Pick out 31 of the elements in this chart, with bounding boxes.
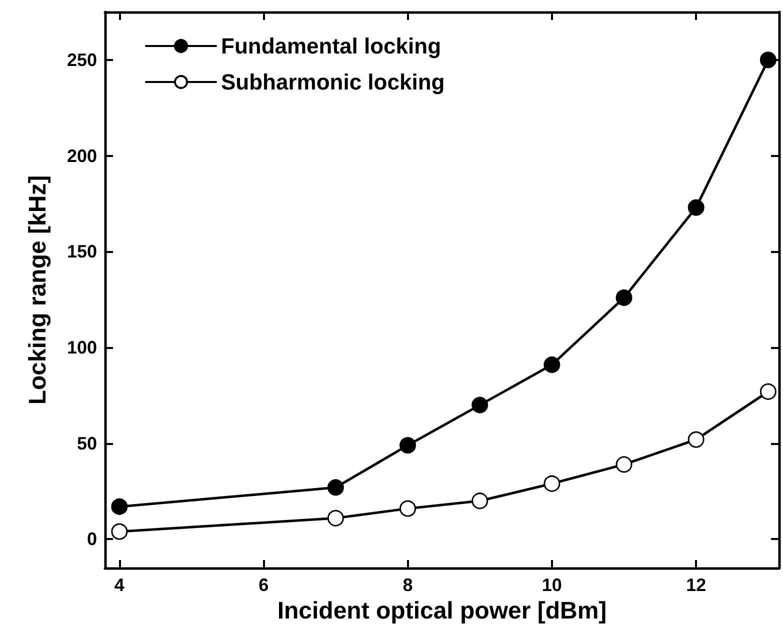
x-tick-label: 10 (542, 575, 562, 595)
point (111, 523, 128, 540)
y-tick-label: 150 (66, 242, 97, 262)
point (327, 479, 344, 496)
x-axis-title: Incident optical power [dBm] (277, 597, 607, 624)
x-tick-label: 8 (402, 575, 413, 595)
point (544, 475, 560, 492)
point (760, 383, 776, 400)
point (760, 52, 776, 68)
point (616, 289, 632, 306)
y-tick-label: 50 (76, 433, 97, 454)
point (400, 437, 416, 454)
y-tick-label: 100 (66, 338, 97, 358)
y-tick-label: 0 (86, 529, 97, 550)
point (111, 498, 128, 515)
x-tick-label: 12 (686, 575, 706, 595)
legend-label: Subharmonic locking (221, 70, 445, 94)
x-tick-label: 4 (114, 575, 124, 595)
point (544, 356, 560, 374)
point (688, 199, 704, 216)
y-tick-label: 200 (66, 146, 97, 166)
x-tick-label: 6 (258, 575, 269, 595)
point (616, 456, 632, 473)
y-tick-label: 250 (66, 50, 97, 70)
point (472, 396, 488, 414)
point (327, 510, 344, 526)
point (472, 492, 488, 510)
y-axis-title: Locking range [kHz] (24, 175, 52, 405)
legend-label: Fundamental locking (221, 34, 442, 58)
point (688, 431, 704, 448)
point (400, 500, 416, 517)
